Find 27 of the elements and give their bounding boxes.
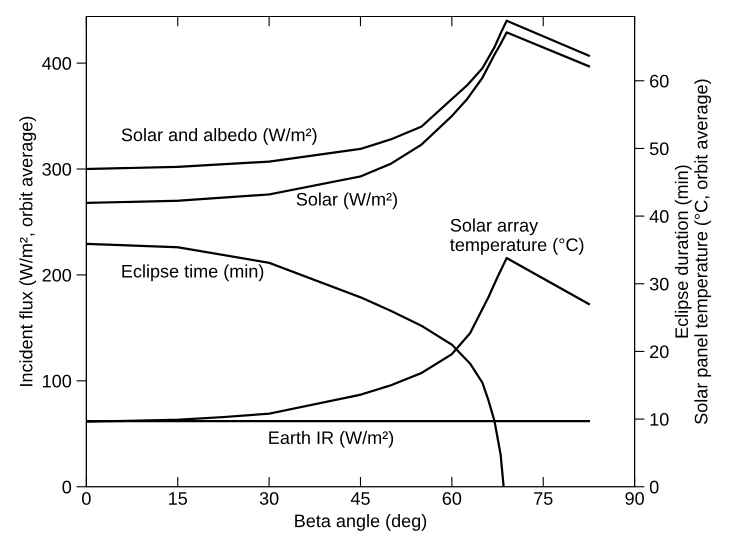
annotation: Solar array temperature (°C) bbox=[450, 218, 584, 255]
x-tick-label: 0 bbox=[82, 492, 91, 505]
x-tick-label: 60 bbox=[442, 492, 462, 505]
y2-axis-title: Eclipse duration (min) Solar panel temperature (°C, orbit average) bbox=[674, 80, 712, 424]
x-tick-label: 15 bbox=[169, 492, 188, 505]
y2-tick-label: 10 bbox=[650, 413, 669, 426]
y-tick-label: 200 bbox=[42, 268, 72, 282]
annotation: Solar (W/m²) bbox=[296, 192, 397, 210]
x-tick-label: 75 bbox=[534, 492, 553, 505]
y2-tick-label: 40 bbox=[650, 210, 669, 223]
y-tick-label: 300 bbox=[42, 162, 72, 176]
y-tick-label: 0 bbox=[62, 480, 72, 494]
y2-tick-label: 60 bbox=[650, 74, 669, 88]
y2-tick-label: 20 bbox=[650, 345, 669, 358]
x-axis-title: Beta angle (deg) bbox=[295, 514, 426, 531]
y-tick-label: 100 bbox=[43, 374, 72, 388]
y2-tick-label: 30 bbox=[650, 278, 669, 290]
y2-tick-label: 50 bbox=[650, 142, 669, 156]
x-tick-label: 30 bbox=[260, 492, 278, 505]
y-axis-title: Incident flux (W/m², orbit average) bbox=[19, 116, 36, 386]
y-tick-label: 400 bbox=[42, 57, 72, 70]
annotation: Earth IR (W/m²) bbox=[269, 430, 394, 448]
annotation: Eclipse time (min) bbox=[122, 264, 264, 282]
x-tick-label: 45 bbox=[350, 492, 370, 505]
annotation: Solar and albedo (W/m²) bbox=[122, 128, 316, 145]
y2-tick-label: 0 bbox=[650, 480, 659, 494]
x-tick-label: 90 bbox=[625, 492, 644, 505]
